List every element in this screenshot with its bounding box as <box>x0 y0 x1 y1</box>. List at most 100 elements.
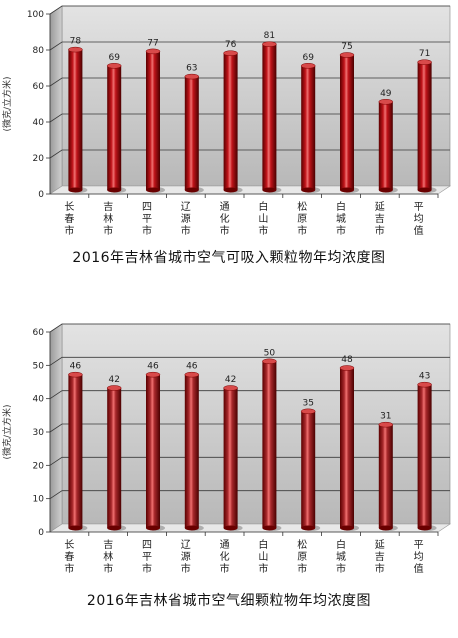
x-tick-label: 平 <box>142 552 152 563</box>
x-tick-label: 均 <box>414 551 424 563</box>
bar <box>223 385 243 531</box>
x-tick-label: 原 <box>297 551 307 563</box>
bar <box>68 46 88 193</box>
data-label: 46 <box>186 362 198 372</box>
gridline <box>49 356 450 366</box>
chart-pm25: 0 10 20 30 40 50 60 (微克/立方米) 46 长春市 42 吉林市 46 四平市 46 辽源… <box>0 318 458 638</box>
x-tick-label: 城 <box>336 213 346 225</box>
data-label: 71 <box>419 49 430 59</box>
chart-pm10-plot: 020406080100(微克/立方米)78长春市69吉林市77四平市63辽源市… <box>1 5 451 237</box>
data-label: 43 <box>419 372 430 382</box>
x-tick-label: 平 <box>142 214 152 225</box>
x-tick-label: 山 <box>258 213 268 225</box>
y-tick-label: 60 <box>33 82 45 92</box>
x-tick-label: 市 <box>64 562 74 575</box>
x-tick-label: 吉 <box>103 201 113 213</box>
y-tick-label: 20 <box>33 154 45 164</box>
bar <box>300 408 321 531</box>
gridline <box>49 77 450 87</box>
x-tick-label: 值 <box>414 224 424 237</box>
x-tick-label: 长 <box>64 539 74 551</box>
gridline <box>49 323 450 333</box>
bar <box>339 365 359 531</box>
x-tick-label: 市 <box>375 224 385 237</box>
x-tick-label: 市 <box>375 562 385 575</box>
data-label: 31 <box>380 412 391 422</box>
gridline <box>49 423 450 433</box>
x-tick-label: 市 <box>103 562 113 575</box>
data-label: 69 <box>302 53 314 63</box>
x-tick-label: 春 <box>64 213 74 225</box>
x-tick-label: 平 <box>414 202 424 213</box>
plot-side-wall <box>49 5 63 195</box>
gridline <box>49 149 450 159</box>
x-tick-label: 延 <box>375 539 385 551</box>
y-tick-label: 60 <box>33 328 45 338</box>
y-axis-label: (微克/立方米) <box>1 404 13 459</box>
chart-pm10: 0 20 40 60 80 100 (微克/立方米) 78 长春市 69 吉林市 77 四平市 63 辽源市… <box>0 0 458 290</box>
x-tick-label: 市 <box>258 562 268 575</box>
x-tick-label: 市 <box>103 224 113 237</box>
bar <box>106 385 127 531</box>
data-label: 42 <box>225 375 236 385</box>
bar <box>145 371 165 531</box>
bar <box>262 358 282 531</box>
gridline <box>49 5 450 15</box>
data-label: 50 <box>264 348 276 358</box>
x-tick-label: 源 <box>181 212 191 225</box>
x-tick-label: 白 <box>336 200 346 213</box>
bar <box>184 73 204 193</box>
x-tick-label: 辽 <box>181 201 191 213</box>
chart-pm10-title: 2016年吉林省城市空气可吸入颗粒物年均浓度图 <box>72 250 386 266</box>
x-tick-label: 市 <box>220 562 230 575</box>
x-tick-label: 林 <box>103 212 113 225</box>
bar <box>378 421 398 531</box>
bar <box>300 63 321 193</box>
x-tick-label: 市 <box>297 562 307 575</box>
x-tick-label: 市 <box>181 224 191 237</box>
x-tick-label: 市 <box>142 562 152 575</box>
x-tick-label: 原 <box>297 213 307 225</box>
gridline <box>49 456 450 466</box>
x-tick-label: 城 <box>336 551 346 563</box>
data-label: 49 <box>380 89 392 99</box>
data-label: 75 <box>341 42 352 52</box>
bar <box>106 63 127 193</box>
y-tick-label: 40 <box>33 118 45 128</box>
x-tick-label: 吉 <box>375 213 385 225</box>
x-tick-label: 四 <box>142 540 152 551</box>
y-axis-label: (微克/立方米) <box>1 76 13 131</box>
x-tick-label: 化 <box>220 550 230 563</box>
chart-pm25-title: 2016年吉林省城市空气细颗粒物年均浓度图 <box>86 593 372 609</box>
y-tick-label: 30 <box>33 428 45 438</box>
x-tick-label: 值 <box>414 562 424 575</box>
x-tick-label: 市 <box>181 562 191 575</box>
x-tick-label: 吉 <box>103 539 113 551</box>
bar <box>378 99 398 193</box>
y-tick-label: 40 <box>33 395 45 405</box>
x-tick-label: 源 <box>181 550 191 563</box>
x-tick-label: 通 <box>220 539 230 551</box>
x-tick-label: 市 <box>142 224 152 237</box>
y-tick-label: 20 <box>33 461 45 471</box>
data-label: 76 <box>225 40 237 50</box>
gridline <box>49 490 450 499</box>
x-tick-label: 平 <box>414 540 424 551</box>
chart-pm25-plot: 0102030405060(微克/立方米)46长春市42吉林市46四平市46辽源… <box>1 323 451 575</box>
x-tick-label: 延 <box>375 201 385 213</box>
x-tick-label: 松 <box>297 538 307 551</box>
x-tick-label: 白 <box>258 538 268 551</box>
x-tick-label: 长 <box>64 201 74 213</box>
bar <box>262 41 282 193</box>
y-tick-label: 50 <box>33 361 45 371</box>
x-tick-label: 市 <box>336 562 346 575</box>
data-label: 77 <box>147 38 158 48</box>
x-tick-label: 市 <box>297 224 307 237</box>
x-tick-label: 松 <box>297 200 307 213</box>
x-tick-label: 市 <box>336 224 346 237</box>
data-label: 63 <box>186 64 197 74</box>
bar <box>223 50 243 193</box>
data-label: 81 <box>264 31 275 41</box>
x-tick-label: 市 <box>220 224 230 237</box>
x-tick-label: 市 <box>258 224 268 237</box>
